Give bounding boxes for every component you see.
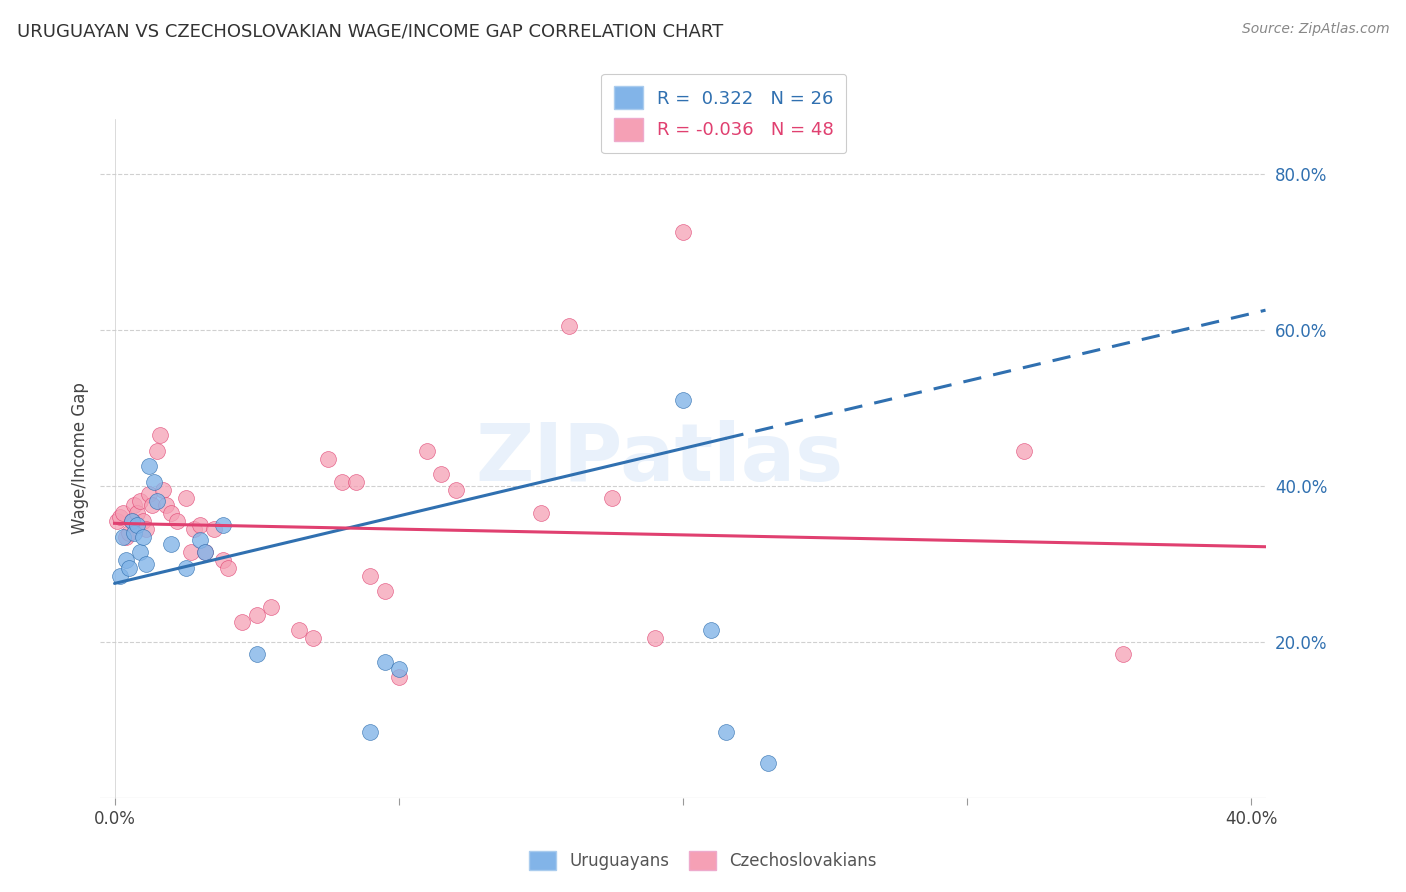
- Point: [373, 655, 395, 669]
- Point: [700, 624, 723, 638]
- Text: ZIPatlas: ZIPatlas: [475, 419, 844, 498]
- Point: [118, 525, 141, 540]
- Point: [138, 486, 160, 500]
- Point: [211, 517, 233, 532]
- Point: [160, 506, 183, 520]
- Point: [160, 537, 183, 551]
- Point: [174, 561, 197, 575]
- Text: Source: ZipAtlas.com: Source: ZipAtlas.com: [1241, 22, 1389, 37]
- Point: [110, 510, 132, 524]
- Point: [180, 545, 202, 559]
- Point: [558, 318, 581, 333]
- Point: [124, 499, 146, 513]
- Point: [444, 483, 467, 497]
- Point: [672, 392, 695, 407]
- Point: [118, 561, 141, 575]
- Legend: R =  0.322   N = 26, R = -0.036   N = 48: R = 0.322 N = 26, R = -0.036 N = 48: [600, 73, 846, 153]
- Point: [288, 624, 311, 638]
- Point: [121, 514, 143, 528]
- Point: [174, 491, 197, 505]
- Point: [188, 533, 211, 548]
- Point: [388, 662, 411, 676]
- Point: [359, 724, 381, 739]
- Point: [373, 584, 395, 599]
- Point: [127, 506, 149, 520]
- Point: [143, 475, 166, 489]
- Point: [135, 522, 157, 536]
- Point: [1012, 443, 1035, 458]
- Point: [112, 506, 135, 520]
- Point: [246, 647, 269, 661]
- Point: [183, 522, 205, 536]
- Point: [260, 599, 283, 614]
- Point: [416, 443, 439, 458]
- Point: [135, 557, 157, 571]
- Point: [388, 670, 411, 684]
- Point: [211, 553, 233, 567]
- Point: [129, 494, 152, 508]
- Point: [141, 499, 163, 513]
- Point: [152, 483, 174, 497]
- Point: [146, 443, 169, 458]
- Point: [316, 451, 339, 466]
- Point: [714, 724, 737, 739]
- Point: [359, 568, 381, 582]
- Point: [302, 631, 325, 645]
- Point: [430, 467, 453, 482]
- Point: [121, 514, 143, 528]
- Point: [194, 545, 217, 559]
- Point: [127, 517, 149, 532]
- Point: [146, 494, 169, 508]
- Point: [115, 530, 138, 544]
- Point: [107, 514, 129, 528]
- Point: [129, 545, 152, 559]
- Point: [155, 499, 177, 513]
- Point: [644, 631, 666, 645]
- Point: [110, 568, 132, 582]
- Point: [672, 225, 695, 239]
- Point: [330, 475, 353, 489]
- Point: [756, 756, 779, 770]
- Point: [166, 514, 188, 528]
- Point: [149, 428, 172, 442]
- Point: [202, 522, 225, 536]
- Point: [1112, 647, 1135, 661]
- Point: [231, 615, 253, 630]
- Point: [246, 607, 269, 622]
- Point: [217, 561, 239, 575]
- Point: [344, 475, 367, 489]
- Legend: Uruguayans, Czechoslovakians: Uruguayans, Czechoslovakians: [523, 844, 883, 877]
- Point: [124, 525, 146, 540]
- Point: [115, 553, 138, 567]
- Point: [600, 491, 623, 505]
- Point: [138, 459, 160, 474]
- Y-axis label: Wage/Income Gap: Wage/Income Gap: [72, 383, 89, 534]
- Point: [132, 530, 155, 544]
- Point: [132, 514, 155, 528]
- Text: URUGUAYAN VS CZECHOSLOVAKIAN WAGE/INCOME GAP CORRELATION CHART: URUGUAYAN VS CZECHOSLOVAKIAN WAGE/INCOME…: [17, 22, 723, 40]
- Point: [188, 517, 211, 532]
- Point: [112, 530, 135, 544]
- Point: [194, 545, 217, 559]
- Point: [530, 506, 553, 520]
